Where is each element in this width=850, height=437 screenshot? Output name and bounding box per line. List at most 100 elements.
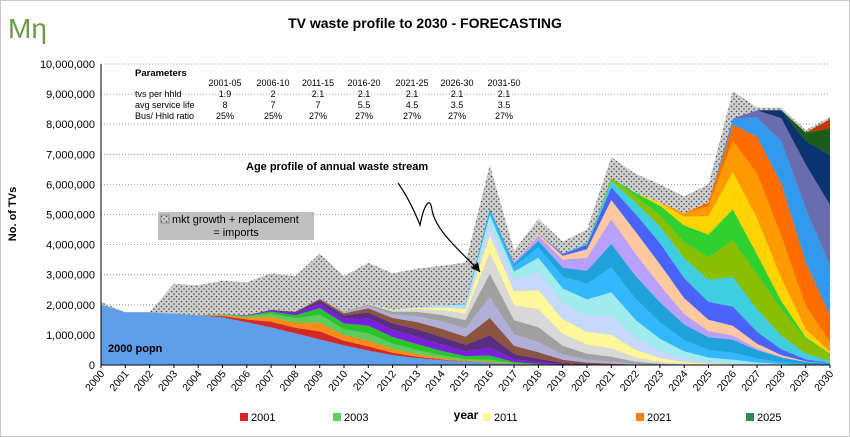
legend-label: 2001 [251, 412, 275, 424]
parameter-value: 2.1 [451, 89, 464, 99]
y-tick-label: 7,000,000 [46, 149, 95, 161]
parameter-value: 25% [216, 111, 234, 121]
x-tick-label: 2004 [180, 368, 204, 394]
x-tick-label: 2024 [666, 368, 690, 394]
y-tick-label: 2,000,000 [46, 300, 95, 312]
parameter-value: 27% [309, 111, 327, 121]
y-tick-label: 5,000,000 [46, 210, 95, 222]
period-header: 2021-25 [395, 78, 428, 88]
x-tick-label: 2014 [423, 368, 447, 394]
legend-label: 2025 [757, 412, 781, 424]
x-tick-label: 2005 [205, 368, 229, 394]
parameter-row-label: avg service life [135, 100, 195, 110]
parameter-value: 1.9 [219, 89, 232, 99]
y-tick-label: 10,000,000 [40, 59, 95, 71]
annotation-arrow [397, 182, 481, 273]
parameter-value: 27% [448, 111, 466, 121]
y-axis: 0 1,000,000 2,000,000 3,000,000 4,000,000 5,0… [40, 59, 95, 372]
legend-label: 2003 [344, 412, 368, 424]
x-tick-label: 2015 [448, 368, 472, 394]
y-tick-label: 6,000,000 [46, 179, 95, 191]
legend-swatch [746, 413, 754, 421]
x-tick-label: 2003 [156, 368, 180, 394]
cohort-area-2017 [101, 200, 830, 364]
y-tick-label: 3,000,000 [46, 270, 95, 282]
x-tick-label: 2027 [739, 368, 763, 394]
parameter-value: 8 [222, 100, 227, 110]
cohort-area-2018 [101, 187, 830, 364]
legend-label: 2021 [647, 412, 671, 424]
x-tick-label: 2012 [375, 368, 399, 394]
x-tick-label: 2013 [399, 368, 423, 394]
x-tick-label: 2028 [763, 368, 787, 394]
parameter-value: 2.1 [498, 89, 511, 99]
logo: Mη [8, 13, 47, 44]
x-tick-label: 2026 [715, 368, 739, 394]
parameter-value: 27% [403, 111, 421, 121]
x-tick-label: 2006 [229, 368, 253, 394]
x-tick-label: 2009 [302, 368, 326, 394]
period-header: 2011-15 [302, 78, 334, 88]
x-tick-label: 2010 [326, 368, 350, 394]
x-tick-label: 2011 [351, 368, 375, 393]
legend: 2001 2003 2011 2021 2025 [240, 412, 781, 424]
y-tick-label: 1,000,000 [46, 330, 95, 342]
period-header: 2031-50 [487, 78, 520, 88]
region-label: 2000 popn [108, 343, 163, 355]
x-axis-label: year [454, 408, 479, 422]
legend-swatch [483, 413, 491, 421]
x-tick-label: 2008 [277, 368, 301, 394]
cohort-area-2005 [101, 303, 830, 365]
y-tick-label: 8,000,000 [46, 119, 95, 131]
y-axis-label: No. of TVs [7, 187, 19, 241]
x-tick-label: 2018 [520, 368, 544, 394]
imports-legend-line1: mkt growth + replacement [172, 214, 299, 226]
x-tick-label: 2029 [788, 368, 812, 394]
cohort-area-2014 [101, 210, 830, 365]
x-axis: 2000 2001 2002 2003 2004 2005 2006 2007 2008 2009… [83, 365, 836, 394]
annotation-text: Age profile of annual waste stream [246, 161, 428, 173]
base-population-area [101, 304, 830, 365]
x-tick-label: 2002 [132, 368, 156, 394]
parameter-value: 2 [270, 89, 275, 99]
cohort-area-2008 [101, 296, 830, 365]
legend-swatch [333, 413, 341, 421]
y-tick-label: 4,000,000 [46, 240, 95, 252]
annotation-arrowhead [471, 262, 480, 272]
parameter-value: 27% [355, 111, 373, 121]
cohort-area-2019 [101, 180, 830, 364]
x-tick-label: 2021 [593, 368, 617, 394]
plot-area [100, 63, 830, 366]
legend-swatch [240, 413, 248, 421]
parameters-table: Parameters 2001-05 2006-10 2011-15 2016-20 20… [135, 68, 521, 121]
x-tick-label: 2020 [569, 368, 593, 394]
parameters-heading: Parameters [135, 68, 187, 79]
x-tick-label: 2016 [472, 368, 496, 394]
parameter-value: 25% [264, 111, 282, 121]
cohort-area-2002 [101, 304, 830, 365]
legend-swatch [636, 413, 644, 421]
legend-label: 2011 [494, 412, 518, 424]
parameter-value: 3.5 [498, 100, 511, 110]
chart-title: TV waste profile to 2030 - FORECASTING [288, 15, 562, 31]
x-tick-label: 2017 [496, 368, 520, 394]
parameter-value: 5.5 [358, 100, 371, 110]
period-header: 2026-30 [440, 78, 473, 88]
annotations: Age profile of annual waste stream mkt gr… [108, 161, 481, 355]
parameter-value: 2.1 [358, 89, 371, 99]
cohort-area-2024 [101, 124, 830, 343]
parameter-row-label: tvs per hhld [135, 89, 182, 99]
parameter-row-label: Bus/ Hhld ratio [135, 111, 194, 121]
imports-legend-box [158, 212, 314, 240]
period-header: 2006-10 [256, 78, 289, 88]
parameter-value: 3.5 [451, 100, 464, 110]
period-header: 2001-05 [208, 78, 241, 88]
imports-legend-line2: = imports [213, 227, 259, 239]
x-tick-label: 2019 [545, 368, 569, 394]
y-tick-label: 0 [89, 360, 95, 372]
parameter-value: 7 [270, 100, 275, 110]
x-tick-label: 2030 [812, 368, 836, 394]
x-tick-label: 2001 [107, 368, 131, 394]
parameter-value: 27% [495, 111, 513, 121]
